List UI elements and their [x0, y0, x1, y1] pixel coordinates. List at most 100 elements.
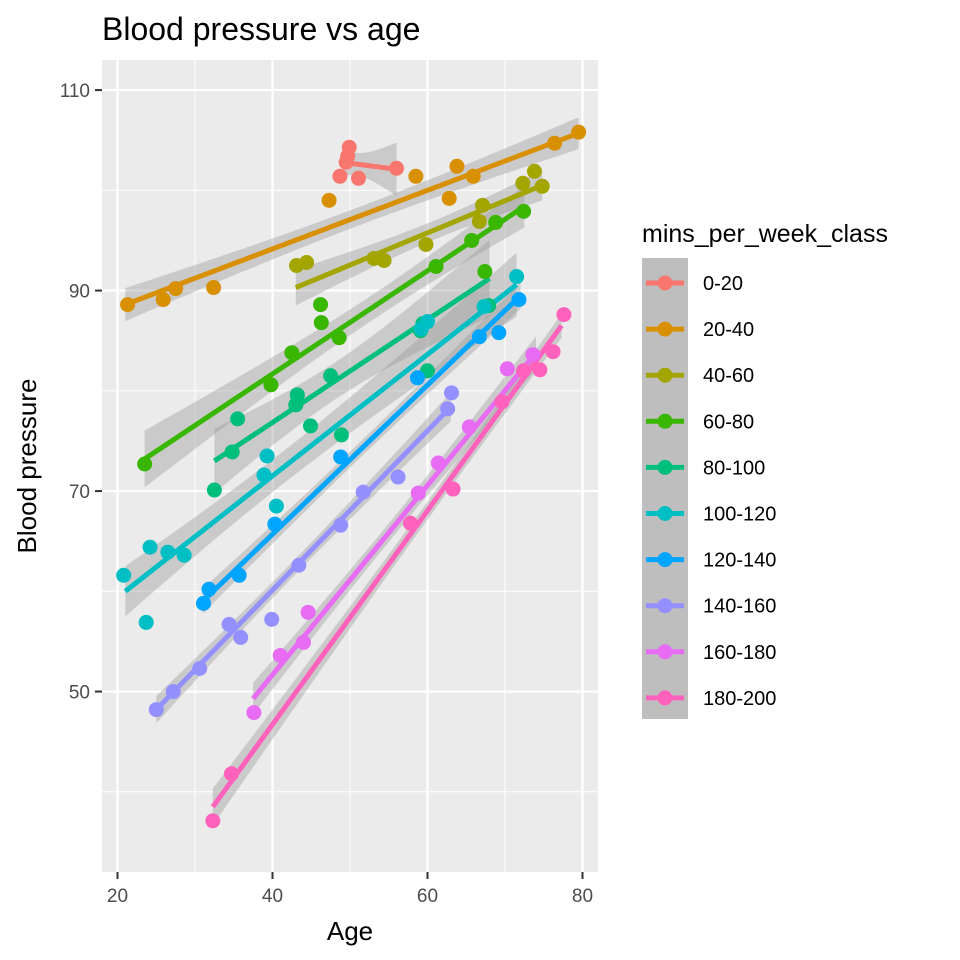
data-point-100-120	[138, 614, 154, 630]
data-points	[116, 124, 587, 829]
fit-line-140-160	[154, 405, 453, 712]
data-point-120-140	[201, 581, 217, 597]
legend-key-point-20-40	[657, 321, 673, 337]
data-point-180-200	[402, 515, 418, 531]
data-point-0-20	[351, 170, 367, 186]
legend-key-point-80-100	[657, 459, 673, 475]
data-point-140-160	[355, 484, 371, 500]
data-point-40-60	[299, 254, 315, 270]
y-tick-label: 110	[60, 81, 90, 102]
data-point-160-180	[246, 705, 262, 721]
data-point-100-120	[259, 448, 275, 464]
data-point-100-120	[176, 547, 192, 563]
fit-line-80-100	[212, 276, 491, 464]
data-point-120-140	[511, 292, 527, 308]
data-point-140-160	[233, 629, 249, 645]
x-tick-label: 20	[107, 886, 128, 907]
legend-key-point-40-60	[657, 367, 673, 383]
data-point-40-60	[534, 178, 550, 194]
data-point-160-180	[410, 485, 426, 501]
data-point-180-200	[205, 813, 221, 829]
legend-label-100-120: 100-120	[703, 504, 776, 526]
data-point-140-160	[440, 401, 456, 417]
data-point-160-180	[300, 604, 316, 620]
legend-key-point-60-80	[657, 413, 673, 429]
y-tick-label: 90	[69, 282, 90, 303]
legend-title: mins_per_week_class	[642, 220, 888, 248]
data-point-20-40	[449, 158, 465, 174]
data-point-120-140	[267, 516, 283, 532]
y-axis-title: Blood pressure	[12, 379, 42, 554]
data-point-80-100	[288, 397, 304, 413]
data-point-160-180	[296, 634, 311, 650]
data-point-60-80	[331, 330, 347, 346]
data-point-180-200	[545, 344, 561, 360]
data-point-60-80	[428, 259, 444, 275]
legend-label-40-60: 40-60	[703, 365, 754, 387]
data-point-140-160	[333, 517, 349, 533]
data-point-100-120	[142, 539, 158, 555]
grid-minor	[102, 60, 598, 872]
data-point-100-120	[509, 269, 525, 285]
data-point-100-120	[420, 314, 435, 330]
data-point-80-100	[333, 427, 349, 443]
data-point-140-160	[165, 684, 181, 700]
data-point-180-200	[556, 307, 572, 323]
data-point-20-40	[120, 297, 136, 313]
data-point-40-60	[471, 213, 487, 229]
data-point-120-140	[409, 370, 425, 386]
data-point-60-80	[313, 297, 329, 313]
data-point-120-140	[471, 329, 487, 345]
y-tick-label: 70	[69, 482, 90, 503]
legend-label-60-80: 60-80	[703, 411, 754, 433]
data-point-0-20	[332, 168, 348, 184]
data-point-80-100	[224, 444, 240, 460]
data-point-60-80	[263, 377, 279, 393]
data-point-180-200	[223, 766, 239, 782]
data-point-80-100	[323, 368, 339, 384]
data-point-180-200	[516, 363, 532, 379]
data-point-60-80	[464, 232, 480, 248]
data-point-20-40	[547, 135, 563, 151]
fit-line-40-60	[294, 182, 544, 290]
data-point-160-180	[461, 419, 477, 435]
chart-title: Blood pressure vs age	[102, 11, 420, 47]
legend-key-point-140-160	[657, 598, 673, 614]
legend-key-point-0-20	[657, 275, 673, 291]
data-point-100-120	[160, 544, 176, 560]
data-point-160-180	[499, 361, 515, 377]
legend-label-160-180: 160-180	[703, 642, 776, 664]
data-point-40-60	[515, 175, 531, 191]
legend-label-180-200: 180-200	[703, 688, 776, 710]
data-point-20-40	[155, 292, 171, 308]
data-point-80-100	[230, 411, 246, 427]
data-point-20-40	[206, 280, 222, 296]
data-point-100-120	[268, 498, 284, 514]
y-axis: 50 70 90 110	[60, 81, 102, 704]
data-point-20-40	[321, 192, 337, 208]
x-axis: 20 40 60 80	[107, 872, 593, 907]
data-point-80-100	[206, 482, 222, 498]
confidence-band-0-20	[342, 142, 397, 196]
legend-key-point-120-140	[657, 552, 673, 568]
grid-major	[102, 60, 598, 872]
confidence-band-80-100	[214, 239, 490, 494]
data-point-40-60	[475, 197, 491, 213]
data-point-80-100	[302, 418, 318, 434]
data-point-60-80	[313, 315, 329, 331]
plot-area	[102, 60, 598, 872]
data-point-140-160	[192, 660, 208, 676]
data-point-20-40	[465, 168, 481, 184]
confidence-band-100-120	[125, 252, 517, 617]
data-point-180-200	[532, 362, 548, 378]
data-point-180-200	[494, 394, 510, 410]
fit-line-20-40	[124, 130, 580, 307]
data-point-20-40	[571, 124, 587, 140]
data-point-140-160	[444, 385, 460, 401]
data-point-0-20	[389, 160, 404, 176]
data-point-120-140	[231, 567, 247, 583]
data-point-60-80	[477, 264, 493, 280]
data-point-160-180	[525, 347, 541, 363]
x-tick-label: 40	[262, 886, 283, 907]
